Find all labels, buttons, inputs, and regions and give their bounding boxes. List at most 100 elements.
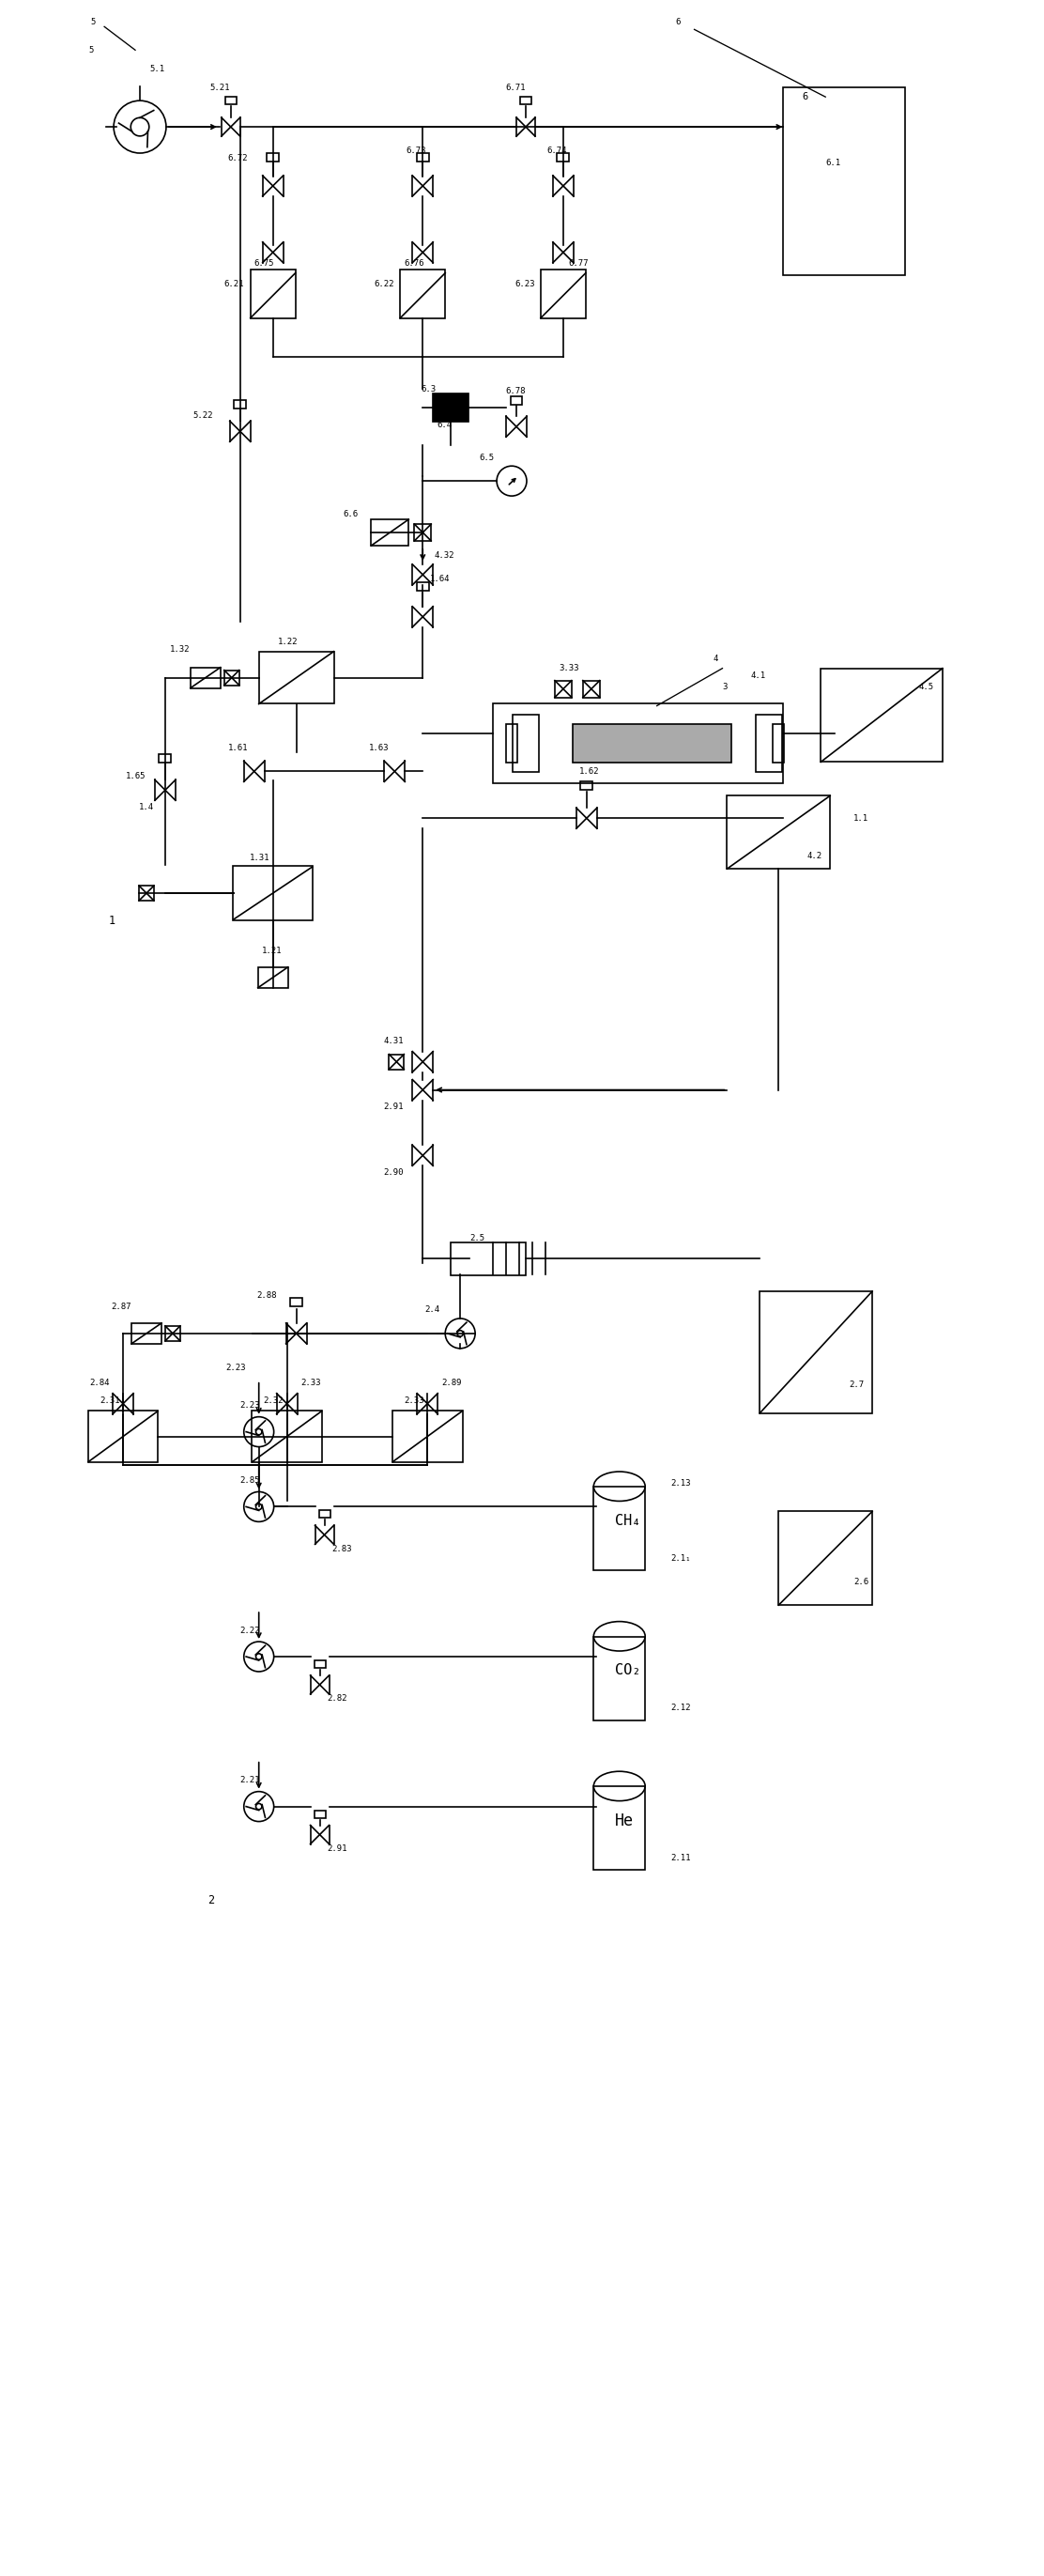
Text: 1.21: 1.21 (262, 948, 282, 956)
Text: 6.72: 6.72 (228, 155, 248, 162)
Text: 2.87: 2.87 (111, 1303, 132, 1311)
Text: 4.2: 4.2 (807, 853, 822, 860)
Text: 2.12: 2.12 (671, 1703, 691, 1713)
Bar (594, 1788, 645, 1870)
Bar (773, 724, 784, 762)
Bar (159, 755, 171, 762)
Text: 6: 6 (802, 93, 808, 100)
Text: 2.23: 2.23 (227, 1363, 246, 1373)
Bar (267, 152, 279, 162)
Text: 5: 5 (89, 46, 94, 54)
Text: 2.7: 2.7 (849, 1381, 864, 1388)
Bar (583, 680, 599, 698)
Text: 2.4: 2.4 (425, 1306, 440, 1314)
Bar (779, 1512, 872, 1605)
Bar (756, 714, 782, 773)
Bar (414, 523, 431, 541)
Text: 6.23: 6.23 (515, 281, 535, 289)
Text: 6.4: 6.4 (436, 420, 452, 430)
Text: 2.31: 2.31 (99, 1396, 120, 1404)
Text: 6.77: 6.77 (568, 260, 588, 268)
Bar (572, 724, 732, 762)
Bar (132, 1324, 162, 1345)
Bar (314, 1811, 326, 1819)
Text: 6.74: 6.74 (546, 147, 567, 155)
Text: 1.63: 1.63 (369, 744, 388, 752)
Text: 1.32: 1.32 (170, 647, 190, 654)
Text: 2.91: 2.91 (383, 1103, 404, 1110)
Bar (234, 399, 246, 410)
Bar (393, 1412, 462, 1463)
Bar (417, 152, 429, 162)
Bar (417, 582, 429, 590)
Text: 4: 4 (713, 654, 718, 662)
Bar (165, 1327, 181, 1342)
Bar (554, 680, 572, 698)
Text: 1.31: 1.31 (250, 853, 269, 863)
Text: 6.3: 6.3 (421, 384, 436, 394)
Text: 2.11: 2.11 (671, 1855, 691, 1862)
Text: 6.21: 6.21 (224, 281, 244, 289)
Bar (88, 1412, 159, 1463)
Text: 5.21: 5.21 (210, 82, 231, 93)
Bar (594, 1486, 645, 1571)
Text: 2.32: 2.32 (263, 1396, 284, 1404)
Text: 2.6: 2.6 (854, 1577, 869, 1587)
Text: 1.64: 1.64 (430, 574, 450, 585)
Text: 6.71: 6.71 (505, 82, 525, 93)
Bar (433, 394, 469, 422)
Text: 2.85: 2.85 (240, 1476, 260, 1484)
Text: 2.84: 2.84 (90, 1378, 110, 1388)
Bar (389, 1054, 404, 1069)
Text: 3.33: 3.33 (559, 665, 578, 672)
Bar (727, 796, 830, 868)
Text: 1.61: 1.61 (228, 744, 248, 752)
Bar (224, 670, 239, 685)
Text: 4.32: 4.32 (434, 551, 454, 559)
Text: 6.76: 6.76 (404, 260, 424, 268)
Text: 1.22: 1.22 (278, 639, 298, 647)
Text: 2.22: 2.22 (240, 1625, 260, 1636)
Text: CH₄: CH₄ (615, 1515, 640, 1528)
Text: 2.89: 2.89 (442, 1378, 461, 1388)
Text: 1.62: 1.62 (579, 768, 599, 775)
Text: 1.1: 1.1 (854, 814, 869, 822)
Text: 2.13: 2.13 (671, 1479, 691, 1486)
Bar (557, 152, 569, 162)
Bar (580, 781, 593, 791)
Text: 6.75: 6.75 (254, 260, 275, 268)
Text: 2.5: 2.5 (470, 1234, 484, 1242)
Text: 3: 3 (722, 683, 728, 690)
Text: 6.73: 6.73 (406, 147, 426, 155)
Bar (226, 98, 236, 106)
Text: 6.22: 6.22 (374, 281, 395, 289)
Text: 2.82: 2.82 (327, 1695, 348, 1703)
Bar (372, 520, 408, 546)
Bar (190, 667, 220, 688)
Bar (318, 1510, 330, 1517)
Bar (259, 652, 334, 703)
Bar (511, 397, 522, 404)
Text: 5.1: 5.1 (149, 64, 164, 72)
Bar (290, 1298, 303, 1306)
Text: 2.90: 2.90 (383, 1167, 404, 1177)
Bar (513, 714, 539, 773)
Text: He: He (615, 1811, 634, 1829)
Text: 2.91: 2.91 (327, 1844, 348, 1852)
Text: 2.83: 2.83 (332, 1546, 352, 1553)
Text: 2.33: 2.33 (301, 1378, 322, 1388)
Bar (493, 703, 783, 783)
Bar (451, 1242, 526, 1275)
Bar (594, 1636, 645, 1721)
Bar (400, 270, 445, 317)
Text: 4.1: 4.1 (751, 672, 765, 680)
Text: 5: 5 (90, 18, 95, 26)
Text: 1: 1 (109, 914, 116, 927)
Bar (783, 88, 905, 276)
Bar (520, 98, 531, 106)
Text: 2.23: 2.23 (240, 1401, 260, 1409)
Text: 6.5: 6.5 (479, 453, 494, 461)
Text: 2.1₁: 2.1₁ (671, 1553, 691, 1564)
Text: 6: 6 (675, 18, 681, 26)
Text: 1.4: 1.4 (139, 804, 155, 811)
